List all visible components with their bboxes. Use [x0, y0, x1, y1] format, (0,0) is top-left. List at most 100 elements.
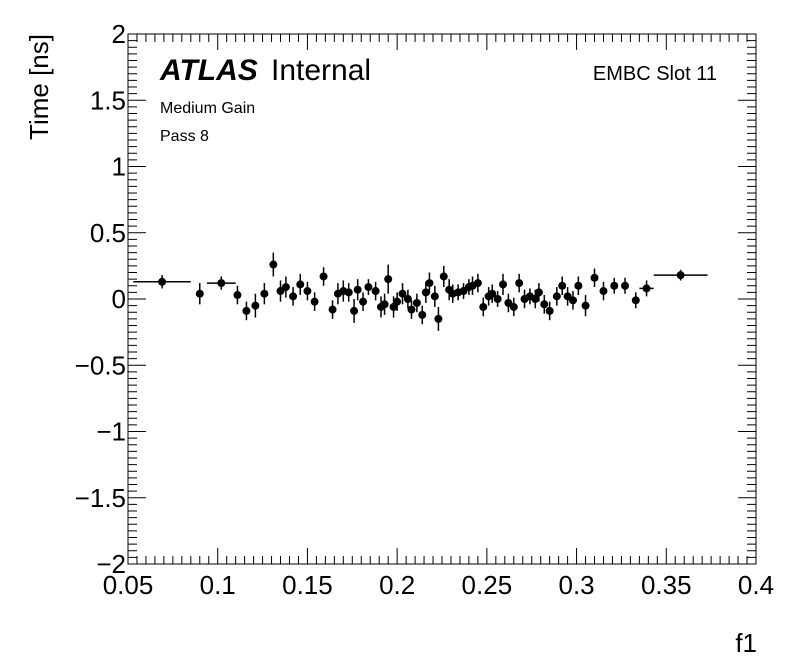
data-point — [515, 274, 523, 293]
data-point — [418, 306, 426, 325]
data-marker — [350, 307, 358, 315]
data-point — [434, 307, 442, 331]
data-point — [632, 292, 640, 308]
data-marker — [621, 282, 629, 290]
data-point — [260, 283, 268, 304]
data-point — [345, 283, 353, 302]
data-marker — [233, 291, 241, 299]
data-point — [384, 265, 392, 294]
data-point — [311, 292, 319, 311]
data-point — [242, 302, 250, 321]
data-marker — [320, 272, 328, 280]
data-marker — [311, 298, 319, 306]
data-point — [431, 286, 439, 307]
data-marker — [591, 274, 599, 282]
data-marker — [574, 282, 582, 290]
y-tick-label: 0 — [112, 284, 126, 314]
data-marker — [540, 300, 548, 308]
data-point — [269, 253, 277, 277]
data-point — [320, 267, 328, 286]
data-marker — [494, 295, 502, 303]
internal-label: Internal — [271, 54, 371, 87]
data-marker — [599, 287, 607, 295]
data-point — [610, 278, 618, 294]
x-tick-label: 0.15 — [282, 570, 333, 600]
data-marker — [242, 307, 250, 315]
data-marker — [510, 303, 518, 311]
data-point — [133, 275, 190, 288]
data-point — [479, 298, 487, 317]
data-marker — [535, 288, 543, 296]
data-marker — [393, 298, 401, 306]
y-axis-title: Time [ns] — [24, 34, 54, 140]
data-marker — [251, 302, 259, 310]
data-marker — [558, 282, 566, 290]
data-point — [553, 287, 561, 306]
data-marker — [546, 307, 554, 315]
data-point — [621, 278, 629, 294]
data-point — [277, 280, 285, 301]
data-marker — [158, 278, 166, 286]
y-tick-label: −1 — [96, 417, 126, 447]
data-point — [558, 276, 566, 295]
data-marker — [440, 272, 448, 280]
x-tick-label: 0.4 — [738, 570, 774, 600]
gain-label: Medium Gain — [160, 100, 255, 117]
x-tick-label: 0.3 — [558, 570, 594, 600]
y-tick-label: 0.5 — [90, 218, 126, 248]
x-tick-label: 0.2 — [379, 570, 415, 600]
data-marker — [296, 280, 304, 288]
data-marker — [404, 295, 412, 303]
data-marker — [422, 288, 430, 296]
data-marker — [413, 299, 421, 307]
data-marker — [372, 287, 380, 295]
pass-label: Pass 8 — [160, 128, 209, 145]
slot-label: EMBC Slot 11 — [593, 63, 717, 85]
data-point — [599, 282, 607, 301]
data-marker — [418, 311, 426, 319]
data-marker — [364, 283, 372, 291]
data-marker — [269, 261, 277, 269]
data-point — [591, 269, 599, 288]
y-tick-label: −2 — [96, 549, 126, 579]
data-point — [289, 287, 297, 306]
data-marker — [282, 283, 290, 291]
data-point — [582, 295, 590, 316]
data-marker — [289, 292, 297, 300]
data-marker — [425, 279, 433, 287]
data-marker — [303, 287, 311, 295]
data-marker — [434, 315, 442, 323]
y-tick-label: −0.5 — [75, 350, 126, 380]
data-point — [574, 276, 582, 295]
data-point — [474, 274, 482, 293]
data-point — [329, 300, 337, 319]
data-point — [354, 279, 362, 300]
data-marker — [677, 271, 685, 279]
y-tick-label: −1.5 — [75, 483, 126, 513]
data-marker — [632, 296, 640, 304]
data-marker — [196, 290, 204, 298]
data-marker — [643, 284, 651, 292]
data-point — [296, 274, 304, 295]
data-marker — [359, 298, 367, 306]
atlas-label: ATLAS — [159, 54, 258, 87]
data-point — [359, 292, 367, 311]
data-marker — [479, 303, 487, 311]
x-tick-label: 0.35 — [641, 570, 692, 600]
data-point — [282, 276, 290, 297]
data-point — [372, 282, 380, 301]
data-point — [233, 286, 241, 305]
data-marker — [431, 292, 439, 300]
y-tick-label: 2 — [112, 19, 126, 49]
data-point — [654, 270, 708, 281]
x-tick-label: 0.1 — [200, 570, 236, 600]
data-point — [364, 279, 372, 295]
data-marker — [217, 279, 225, 287]
data-point — [440, 266, 448, 287]
data-point — [207, 276, 236, 289]
data-marker — [515, 279, 523, 287]
y-tick-label: 1 — [112, 152, 126, 182]
data-marker — [474, 279, 482, 287]
data-point — [350, 299, 358, 323]
